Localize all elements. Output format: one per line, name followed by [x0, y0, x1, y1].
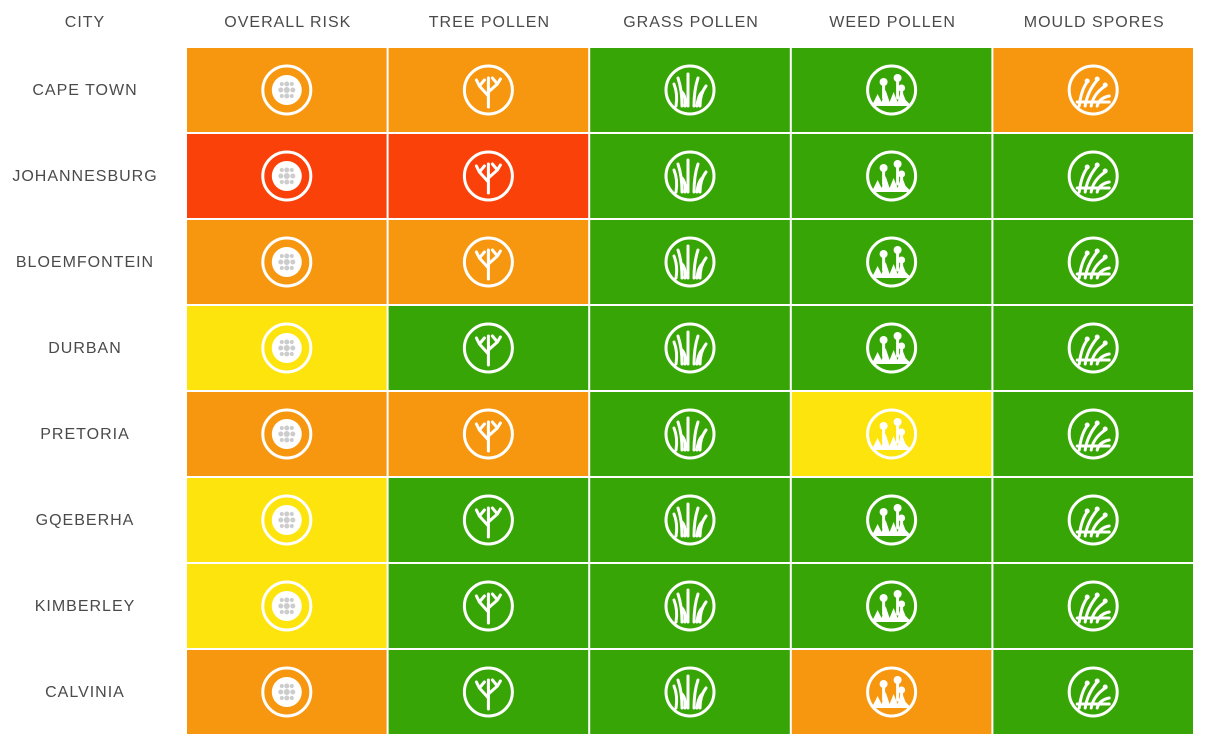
risk-cell	[791, 134, 992, 218]
risk-cell	[590, 478, 790, 562]
risk-cell	[791, 220, 992, 304]
risk-cell	[993, 392, 1193, 476]
risk-cell	[993, 564, 1193, 648]
city-name: JOHANNESBURG	[12, 168, 157, 185]
risk-cell	[590, 134, 790, 218]
city-name: GQEBERHA	[36, 512, 135, 529]
column-header: OVERALL RISK	[224, 14, 351, 31]
risk-cell	[590, 392, 790, 476]
city-name: CALVINIA	[45, 684, 125, 701]
risk-cell	[590, 306, 790, 390]
city-name: KIMBERLEY	[35, 598, 136, 615]
risk-cell	[590, 564, 790, 648]
risk-cell	[993, 134, 1193, 218]
city-name: CAPE TOWN	[32, 82, 137, 99]
city-name: DURBAN	[48, 340, 122, 357]
column-header: WEED POLLEN	[829, 14, 956, 31]
column-header: TREE POLLEN	[429, 14, 550, 31]
column-header: CITY	[65, 14, 105, 31]
risk-cell	[993, 48, 1193, 132]
risk-cell	[590, 650, 790, 734]
risk-cell	[791, 564, 992, 648]
risk-cell	[791, 48, 992, 132]
risk-cell	[791, 392, 992, 476]
risk-cell	[791, 650, 992, 734]
column-header: GRASS POLLEN	[623, 14, 759, 31]
risk-cell	[993, 478, 1193, 562]
city-name: PRETORIA	[40, 426, 130, 443]
city-name: BLOEMFONTEIN	[16, 254, 154, 271]
risk-cell	[791, 306, 992, 390]
risk-cell	[993, 650, 1193, 734]
risk-cell	[590, 220, 790, 304]
column-header: MOULD SPORES	[1024, 14, 1165, 31]
risk-cell	[590, 48, 790, 132]
risk-cell	[791, 478, 992, 562]
risk-cell	[993, 306, 1193, 390]
risk-cell	[993, 220, 1193, 304]
